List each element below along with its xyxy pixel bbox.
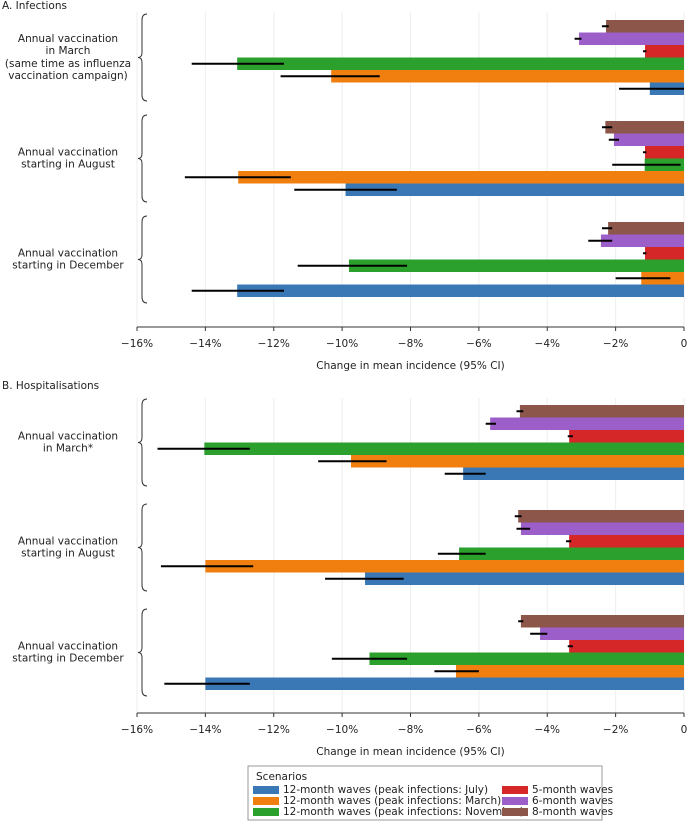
brace bbox=[137, 608, 148, 697]
bar bbox=[645, 45, 684, 58]
bar bbox=[463, 467, 684, 480]
legend-swatch bbox=[502, 797, 528, 805]
x-tick-label: −12% bbox=[258, 338, 290, 350]
bar bbox=[204, 442, 685, 455]
bar bbox=[520, 615, 684, 628]
brace bbox=[137, 13, 148, 102]
legend-label: 8-month waves bbox=[532, 806, 613, 818]
x-tick-label: −10% bbox=[326, 724, 358, 736]
brace bbox=[137, 215, 148, 304]
bar bbox=[205, 560, 684, 573]
category-label: Annual vaccination starting in August bbox=[17, 146, 119, 171]
brace bbox=[137, 398, 148, 487]
x-tick-label: −8% bbox=[398, 338, 423, 350]
x-tick-label: 0 bbox=[681, 724, 688, 736]
x-tick-label: −14% bbox=[189, 338, 221, 350]
bar bbox=[579, 32, 684, 45]
x-tick-label: −8% bbox=[398, 724, 423, 736]
bar bbox=[238, 171, 684, 184]
bar bbox=[348, 259, 684, 272]
category-label: Annual vaccination in March (same time a… bbox=[4, 32, 132, 83]
bar bbox=[490, 417, 684, 430]
bar bbox=[365, 572, 684, 585]
bar bbox=[569, 535, 684, 548]
legend-label: 5-month waves bbox=[532, 784, 613, 796]
x-tick-label: −14% bbox=[189, 724, 221, 736]
bar bbox=[345, 183, 684, 196]
category-label: Annual vaccination in March* bbox=[17, 430, 119, 455]
category-label: Annual vaccination starting in December bbox=[12, 640, 124, 665]
bar bbox=[569, 640, 684, 653]
x-tick-label: −4% bbox=[535, 338, 560, 350]
bar bbox=[569, 430, 684, 443]
bar bbox=[520, 522, 684, 535]
x-tick-label: 0 bbox=[681, 338, 688, 350]
x-tick-label: −6% bbox=[466, 724, 491, 736]
bar bbox=[237, 284, 684, 297]
x-tick-label: −12% bbox=[258, 724, 290, 736]
brace bbox=[137, 503, 148, 592]
bar bbox=[237, 57, 684, 70]
bar bbox=[613, 133, 684, 146]
bar bbox=[540, 627, 684, 640]
x-tick-label: −16% bbox=[121, 724, 153, 736]
bar bbox=[369, 652, 684, 665]
bar bbox=[645, 146, 684, 159]
x-tick-label: −16% bbox=[121, 338, 153, 350]
bar bbox=[459, 547, 684, 560]
bar bbox=[331, 70, 684, 83]
x-axis-label: Change in mean incidence (95% CI) bbox=[316, 746, 504, 758]
bar bbox=[600, 234, 684, 247]
legend-label: 12-month waves (peak infections: Novembe… bbox=[283, 806, 524, 818]
legend-swatch bbox=[502, 786, 528, 794]
x-tick-label: −6% bbox=[466, 338, 491, 350]
legend-label: 12-month waves (peak infections: March) bbox=[283, 795, 501, 807]
legend-title: Scenarios bbox=[256, 771, 307, 783]
bar bbox=[519, 405, 684, 418]
bar bbox=[605, 121, 684, 134]
x-tick-label: −10% bbox=[326, 338, 358, 350]
bar bbox=[645, 247, 684, 260]
bar bbox=[455, 665, 684, 678]
category-label: Annual vaccination starting in December bbox=[12, 247, 124, 272]
x-tick-label: −4% bbox=[535, 724, 560, 736]
legend-label: 6-month waves bbox=[532, 795, 613, 807]
x-tick-label: −2% bbox=[603, 338, 628, 350]
legend-label: 12-month waves (peak infections: July) bbox=[283, 784, 488, 796]
x-axis-label: Change in mean incidence (95% CI) bbox=[316, 360, 504, 372]
chart-title: A. Infections bbox=[2, 0, 67, 12]
legend-box bbox=[247, 765, 603, 821]
bar bbox=[608, 222, 684, 235]
legend-swatch bbox=[502, 808, 528, 816]
category-label: Annual vaccination starting in August bbox=[17, 535, 119, 560]
chart-title: B. Hospitalisations bbox=[2, 380, 99, 392]
x-tick-label: −2% bbox=[603, 724, 628, 736]
legend-swatch bbox=[253, 808, 279, 816]
legend-swatch bbox=[253, 786, 279, 794]
brace bbox=[137, 114, 148, 203]
bar bbox=[205, 677, 684, 690]
bar bbox=[606, 20, 684, 33]
bar bbox=[518, 510, 684, 523]
bar bbox=[351, 455, 684, 468]
legend-swatch bbox=[253, 797, 279, 805]
